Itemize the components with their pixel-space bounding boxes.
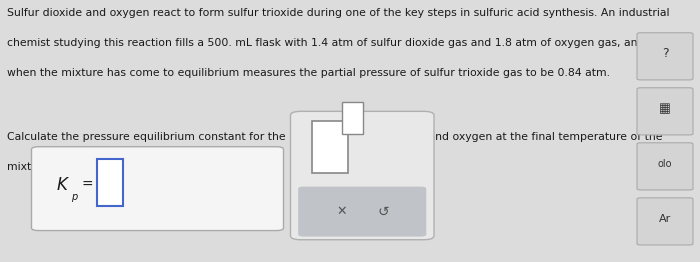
Text: $p$: $p$ — [71, 192, 78, 204]
Text: ↺: ↺ — [377, 205, 389, 219]
Bar — [97, 159, 123, 206]
Text: $K$: $K$ — [56, 176, 70, 194]
Text: ?: ? — [662, 47, 668, 60]
Text: =: = — [82, 178, 94, 192]
Bar — [312, 121, 348, 173]
Text: Calculate the pressure equilibrium constant for the reaction of sulfur dioxide a: Calculate the pressure equilibrium const… — [7, 132, 662, 142]
Bar — [342, 102, 363, 134]
Text: olo: olo — [658, 159, 672, 169]
Text: Ar: Ar — [659, 214, 671, 224]
Text: when the mixture has come to equilibrium measures the partial pressure of sulfur: when the mixture has come to equilibrium… — [7, 68, 610, 78]
FancyBboxPatch shape — [637, 198, 693, 245]
FancyBboxPatch shape — [637, 88, 693, 135]
Text: ▦: ▦ — [659, 102, 671, 115]
FancyBboxPatch shape — [32, 147, 284, 231]
FancyBboxPatch shape — [637, 33, 693, 80]
FancyBboxPatch shape — [637, 143, 693, 190]
FancyBboxPatch shape — [298, 187, 426, 237]
Text: ✕: ✕ — [336, 205, 346, 218]
Text: Sulfur dioxide and oxygen react to form sulfur trioxide during one of the key st: Sulfur dioxide and oxygen react to form … — [7, 8, 669, 18]
Text: mixture. Round your answer to 2 significant digits.: mixture. Round your answer to 2 signific… — [7, 162, 283, 172]
Text: chemist studying this reaction fills a 500. mL flask with 1.4 atm of sulfur diox: chemist studying this reaction fills a 5… — [7, 38, 645, 48]
FancyBboxPatch shape — [290, 111, 434, 240]
